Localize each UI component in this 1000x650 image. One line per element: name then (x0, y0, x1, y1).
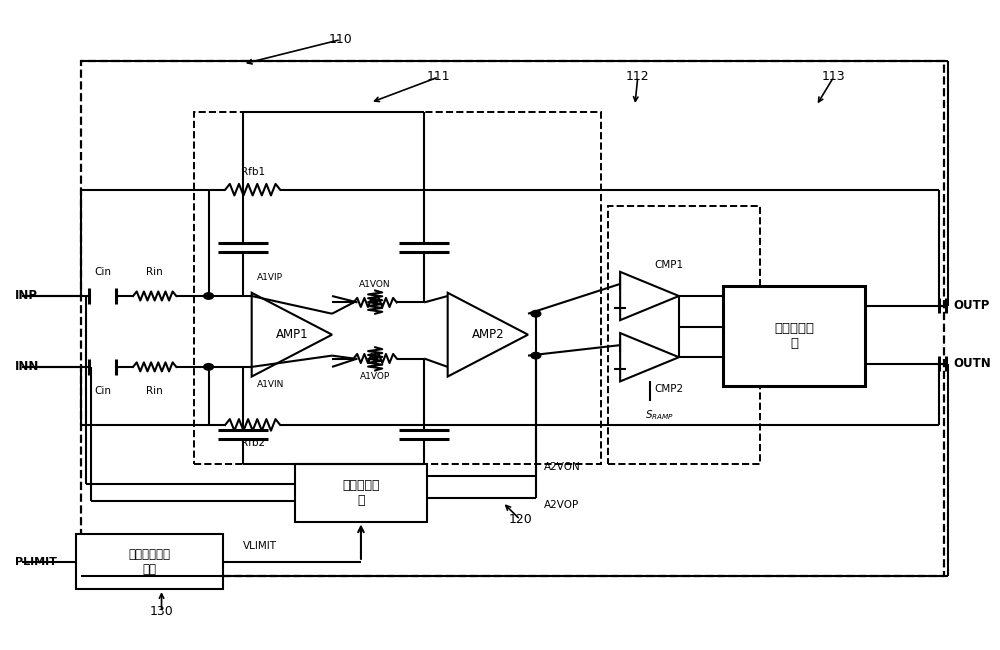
Text: VLIMIT: VLIMIT (243, 541, 277, 551)
Text: CMP1: CMP1 (654, 260, 684, 270)
Text: Rfb1: Rfb1 (241, 166, 265, 177)
Text: 113: 113 (822, 70, 846, 83)
Text: INP: INP (15, 289, 38, 302)
Bar (608, 206, 760, 463)
Text: 110: 110 (329, 33, 353, 46)
Circle shape (204, 363, 213, 370)
Text: $S_{RAMP}$: $S_{RAMP}$ (645, 408, 674, 422)
Text: PLIMIT: PLIMIT (15, 557, 56, 567)
Text: Rin: Rin (146, 266, 163, 276)
Text: 120: 120 (508, 513, 532, 526)
Text: OUTN: OUTN (953, 357, 991, 370)
Text: 驱动输出单
元: 驱动输出单 元 (774, 322, 814, 350)
Bar (76, 534, 223, 589)
Circle shape (531, 311, 541, 317)
Text: Cin: Cin (94, 266, 111, 276)
Circle shape (204, 292, 213, 299)
Text: 阈值电压调整
模块: 阈值电压调整 模块 (129, 548, 171, 576)
Text: OUTP: OUTP (953, 299, 990, 312)
Text: A1VON: A1VON (359, 280, 391, 289)
Text: A1VOP: A1VOP (360, 372, 390, 381)
Text: 112: 112 (626, 70, 650, 83)
Bar (194, 112, 601, 463)
Text: 130: 130 (150, 605, 173, 618)
Text: 111: 111 (427, 70, 451, 83)
Text: Rin: Rin (146, 386, 163, 396)
Text: 功率限制模
块: 功率限制模 块 (342, 478, 380, 506)
Text: Rfb2: Rfb2 (241, 438, 265, 448)
Text: A2VON: A2VON (544, 462, 580, 472)
Circle shape (531, 352, 541, 359)
Bar (723, 287, 865, 386)
Text: INN: INN (15, 360, 39, 373)
Text: AMP1: AMP1 (276, 328, 308, 341)
Text: CMP2: CMP2 (654, 384, 684, 395)
Text: A1VIN: A1VIN (257, 380, 284, 389)
Bar (295, 463, 427, 521)
Bar (81, 61, 944, 577)
Text: Cin: Cin (94, 386, 111, 396)
Text: AMP2: AMP2 (472, 328, 504, 341)
Text: A2VOP: A2VOP (544, 500, 579, 510)
Text: A1VIP: A1VIP (257, 274, 283, 283)
